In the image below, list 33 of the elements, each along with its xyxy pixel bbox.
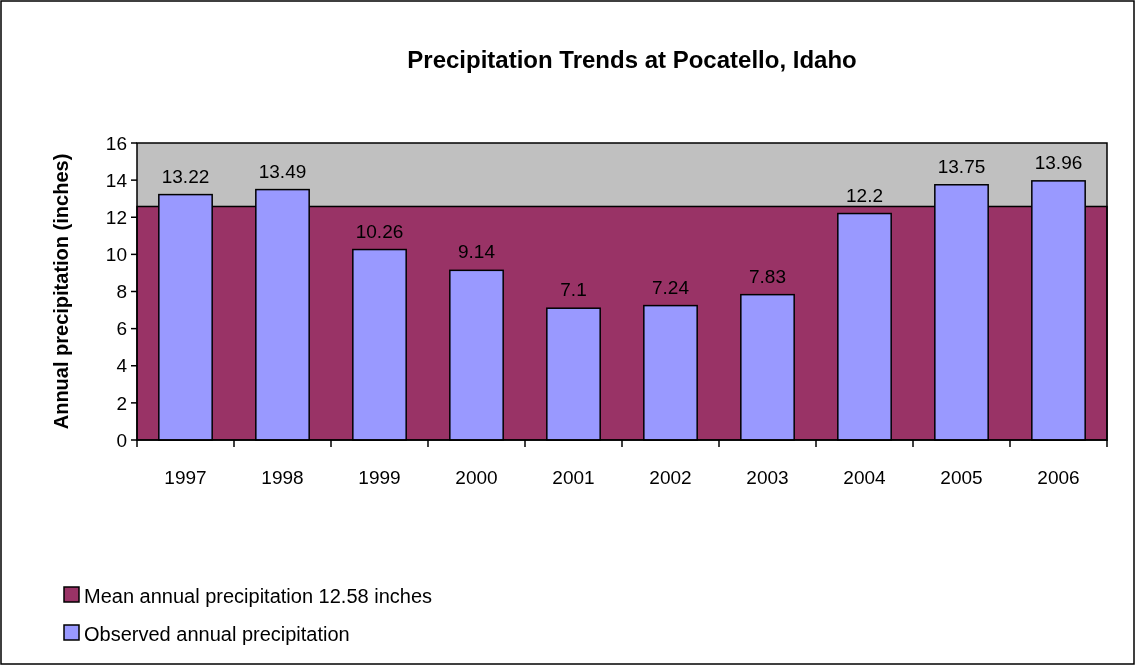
data-label: 9.14: [458, 241, 496, 263]
data-label: 13.22: [161, 165, 210, 187]
y-tick-label: 2: [116, 392, 127, 414]
x-tick-label: 2005: [940, 467, 983, 488]
data-label: 12.2: [846, 184, 883, 206]
y-tick-label: 0: [116, 429, 127, 451]
y-tick-label: 14: [105, 169, 128, 191]
x-tick-label: 2001: [552, 467, 595, 488]
data-label: 7.24: [652, 276, 690, 298]
x-tick-label: 2006: [1037, 467, 1080, 488]
data-label: 7.1: [560, 279, 587, 301]
y-tick-label: 10: [105, 244, 127, 266]
y-tick-label: 6: [116, 318, 127, 340]
data-label: 13.49: [258, 160, 307, 182]
y-tick-label: 4: [116, 355, 128, 377]
data-label: 13.96: [1034, 151, 1083, 173]
legend-label: Observed annual precipitation: [84, 623, 350, 645]
data-label: 7.83: [749, 265, 786, 287]
y-axis-title: Annual precipitation (inches): [50, 153, 72, 430]
y-tick-label: 16: [105, 132, 127, 154]
x-tick-label: 2002: [649, 467, 692, 488]
data-label: 10.26: [355, 220, 404, 242]
y-tick-label: 12: [105, 206, 127, 228]
y-tick-label: 8: [116, 281, 127, 303]
x-tick-label: 2000: [455, 467, 498, 488]
data-label: 13.75: [937, 155, 986, 177]
x-tick-label: 1997: [164, 467, 207, 488]
x-tick-label: 1998: [261, 467, 304, 488]
chart-title: Precipitation Trends at Pocatello, Idaho: [407, 46, 857, 73]
x-tick-label: 2003: [746, 467, 789, 488]
legend-label: Mean annual precipitation 12.58 inches: [84, 585, 433, 607]
x-tick-label: 2004: [843, 467, 887, 488]
x-tick-label: 1999: [358, 467, 401, 488]
